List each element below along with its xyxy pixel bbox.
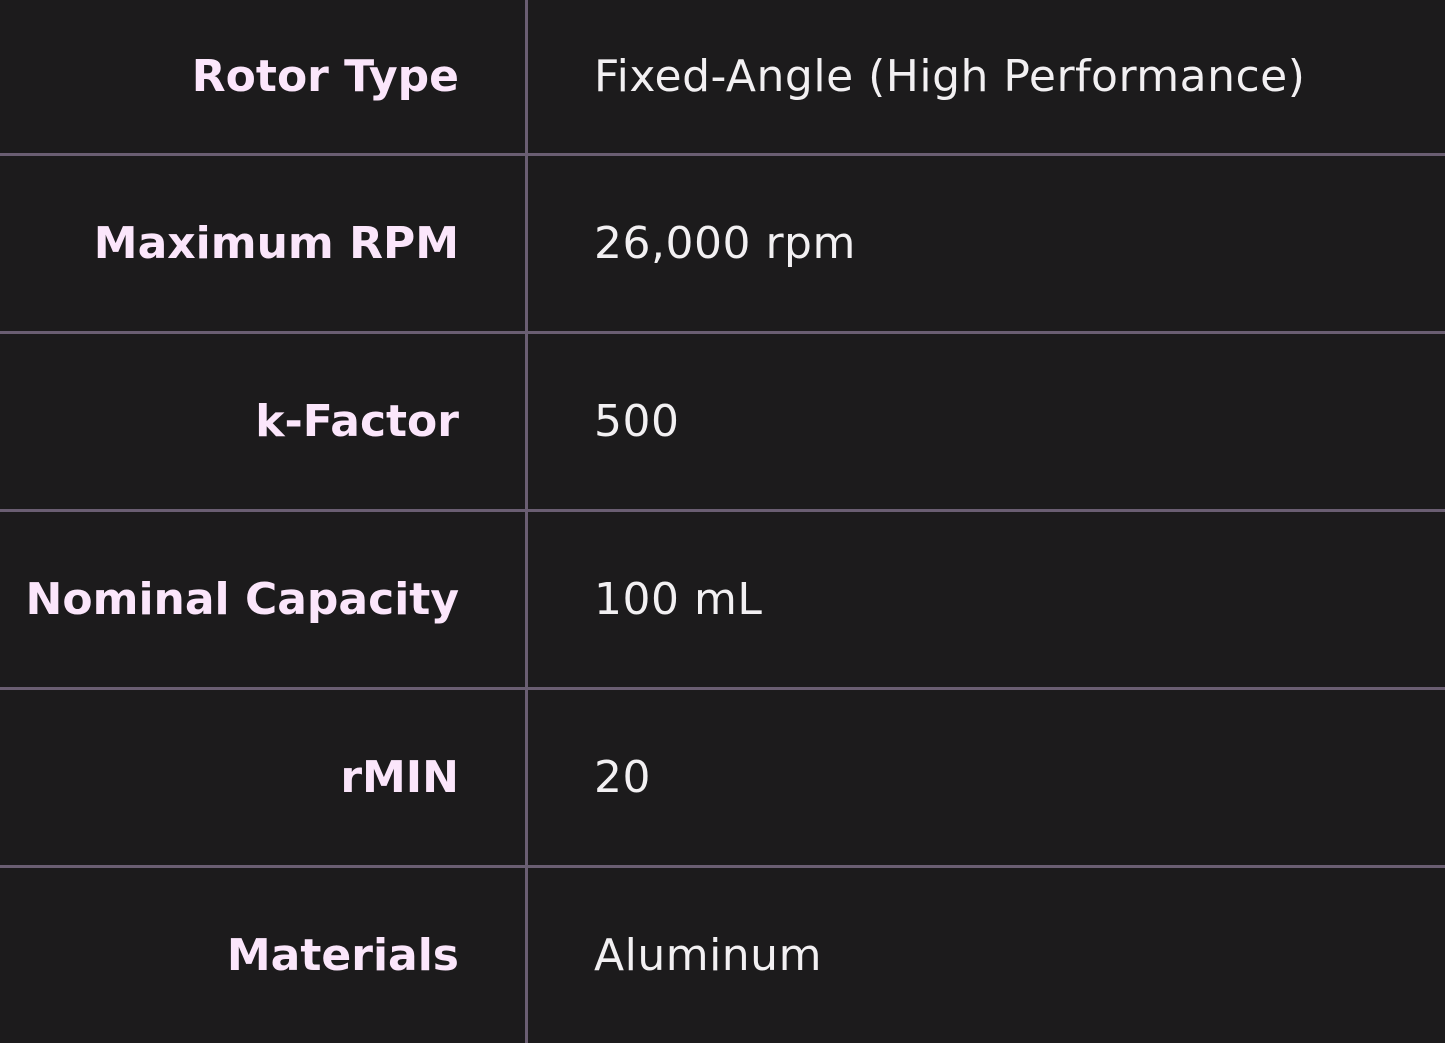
row-value: 26,000 rpm	[594, 218, 856, 269]
row-label: rMIN	[0, 690, 528, 865]
table-row: Rotor Type Fixed-Angle (High Performance…	[0, 0, 1445, 153]
row-label: Rotor Type	[0, 0, 528, 153]
table-row: Materials Aluminum	[0, 865, 1445, 1043]
row-label: Materials	[0, 868, 528, 1043]
row-label: k-Factor	[0, 334, 528, 509]
table-row: rMIN 20	[0, 687, 1445, 865]
row-value: Aluminum	[594, 930, 822, 981]
row-label: Maximum RPM	[0, 156, 528, 331]
row-value: 20	[594, 752, 651, 803]
table-row: Nominal Capacity 100 mL	[0, 509, 1445, 687]
row-value: Fixed-Angle (High Performance)	[594, 51, 1306, 102]
table-row: Maximum RPM 26,000 rpm	[0, 153, 1445, 331]
row-label: Nominal Capacity	[0, 512, 528, 687]
table-row: k-Factor 500	[0, 331, 1445, 509]
row-value: 500	[594, 396, 680, 447]
row-value: 100 mL	[594, 574, 763, 625]
